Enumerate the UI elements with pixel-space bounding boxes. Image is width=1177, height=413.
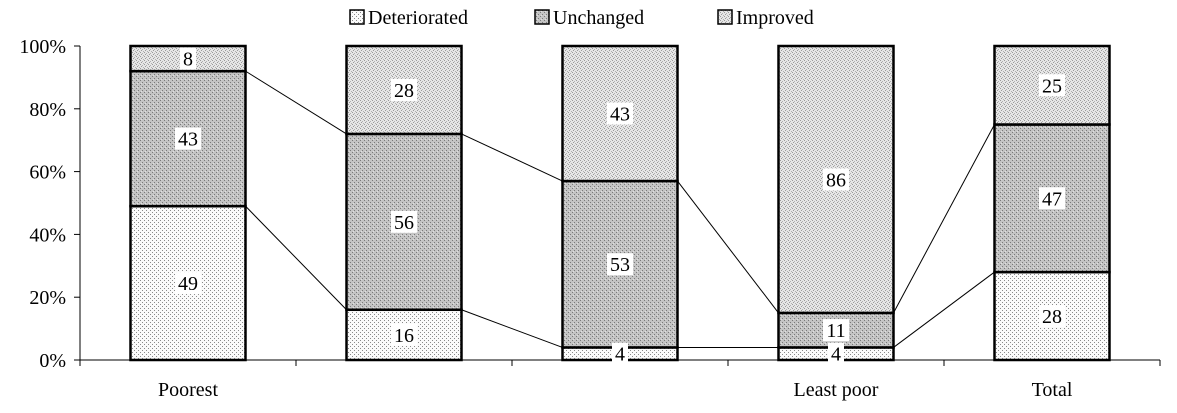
series-connector-line bbox=[893, 271, 995, 348]
data-label-bg bbox=[391, 78, 417, 101]
data-label-bg bbox=[391, 323, 417, 346]
data-label-bg bbox=[828, 342, 844, 365]
series-connector-lines bbox=[245, 70, 995, 348]
data-label: 8 bbox=[183, 49, 193, 71]
data-label: 43 bbox=[610, 104, 630, 126]
x-category-label: Poorest bbox=[158, 379, 218, 401]
bars bbox=[129, 44, 1111, 362]
data-label-bg bbox=[612, 342, 628, 365]
legend-swatch bbox=[349, 9, 365, 25]
data-label: 53 bbox=[610, 254, 630, 276]
legend: Deteriorated Unchanged Improved bbox=[349, 7, 814, 29]
y-axis: 0% 20% 40% 60% 80% 100% bbox=[19, 36, 81, 372]
y-tick-label: 60% bbox=[29, 162, 66, 184]
data-label-bg bbox=[175, 272, 201, 295]
data-label: 28 bbox=[1042, 306, 1062, 328]
data-label-bg bbox=[180, 47, 196, 70]
data-label: 56 bbox=[394, 212, 414, 234]
series-connector-line bbox=[677, 180, 779, 314]
data-label: 4 bbox=[615, 344, 625, 366]
data-label-bg bbox=[175, 127, 201, 150]
data-label-bg bbox=[823, 168, 849, 191]
series-connector-line bbox=[461, 133, 563, 182]
y-tick-label: 40% bbox=[29, 224, 66, 246]
data-label-bg bbox=[823, 319, 849, 342]
data-label: 49 bbox=[178, 273, 198, 295]
data-label-bg bbox=[1039, 187, 1065, 210]
data-label: 4 bbox=[831, 344, 841, 366]
x-category-label: Least poor bbox=[794, 379, 879, 401]
data-label-bg bbox=[607, 253, 633, 276]
legend-swatch bbox=[717, 9, 733, 25]
series-connector-line bbox=[245, 205, 347, 311]
series-connector-line bbox=[893, 124, 995, 314]
data-label: 43 bbox=[178, 129, 198, 151]
data-label: 86 bbox=[826, 169, 846, 191]
data-label-bg bbox=[1039, 305, 1065, 328]
y-tick-label: 0% bbox=[39, 350, 66, 372]
data-label-bg bbox=[607, 102, 633, 125]
series-connector-line bbox=[461, 309, 563, 348]
y-tick-label: 20% bbox=[29, 287, 66, 309]
x-axis: Poorest Least poor Total bbox=[79, 359, 1161, 401]
y-tick-label: 80% bbox=[29, 99, 66, 121]
data-label: 28 bbox=[394, 80, 414, 102]
x-category-label: Total bbox=[1032, 379, 1073, 401]
legend-label: Deteriorated bbox=[368, 7, 468, 29]
data-label: 11 bbox=[826, 320, 845, 342]
data-label: 25 bbox=[1042, 75, 1062, 97]
data-label-bg bbox=[1039, 74, 1065, 97]
data-label-bg bbox=[391, 210, 417, 233]
legend-label: Improved bbox=[736, 7, 814, 29]
y-tick-label: 100% bbox=[19, 36, 66, 58]
data-label: 47 bbox=[1042, 188, 1062, 210]
data-label: 16 bbox=[394, 325, 414, 347]
legend-label: Unchanged bbox=[553, 7, 644, 29]
series-connector-line bbox=[245, 70, 347, 135]
legend-swatch bbox=[534, 9, 550, 25]
